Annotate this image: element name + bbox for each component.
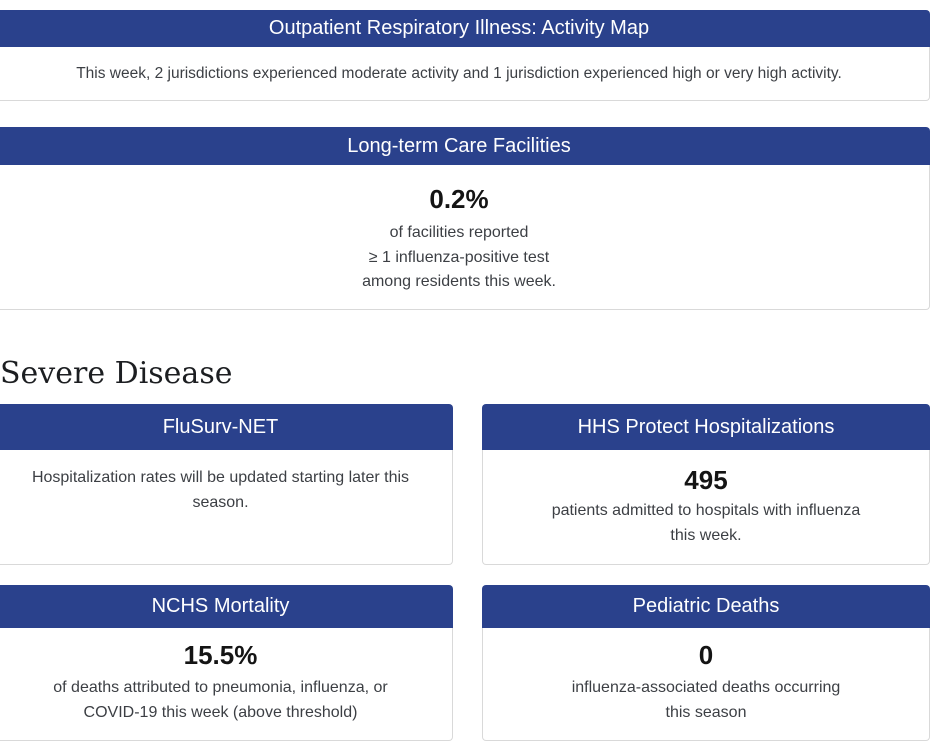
activity-map-header: Outpatient Respiratory Illness: Activity… <box>0 10 930 47</box>
ltcf-line-1: of facilities reported <box>389 224 529 241</box>
card-hhs-hospitalizations-title: HHS Protect Hospitalizations <box>577 415 835 438</box>
card-flusurv-net-body: Hospitalization rates will be updated st… <box>0 450 453 565</box>
activity-map-body: This week, 2 jurisdictions experienced m… <box>0 47 930 101</box>
page: Outpatient Respiratory Illness: Activity… <box>0 10 930 741</box>
ltcf-body: 0.2% of facilities reported ≥ 1 influenz… <box>0 165 930 310</box>
card-hhs-hospitalizations-header: HHS Protect Hospitalizations <box>482 404 930 450</box>
card-flusurv-net: FluSurv-NET Hospitalization rates will b… <box>0 404 453 565</box>
severe-disease-grid: FluSurv-NET Hospitalization rates will b… <box>0 404 930 741</box>
activity-map-summary: This week, 2 jurisdictions experienced m… <box>76 64 842 82</box>
severe-disease-heading: Severe Disease <box>0 356 233 391</box>
card-pediatric-deaths-description: influenza-associated deaths occurring th… <box>571 679 841 721</box>
card-pediatric-deaths-body: 0 influenza-associated deaths occurring … <box>482 628 930 741</box>
ltcf-value: 0.2% <box>429 184 489 214</box>
card-nchs-mortality-header: NCHS Mortality <box>0 585 453 628</box>
card-flusurv-net-message: Hospitalization rates will be updated st… <box>31 469 410 511</box>
card-nchs-mortality: NCHS Mortality 15.5% of deaths attribute… <box>0 585 453 741</box>
card-pediatric-deaths-header: Pediatric Deaths <box>482 585 930 628</box>
card-nchs-mortality-value: 15.5% <box>183 640 258 670</box>
ltcf-header: Long-term Care Facilities <box>0 127 930 165</box>
card-flusurv-net-title: FluSurv-NET <box>162 415 279 438</box>
card-nchs-mortality-body: 15.5% of deaths attributed to pneumonia,… <box>0 628 453 741</box>
card-hhs-hospitalizations-value: 495 <box>684 465 728 495</box>
activity-map-title: Outpatient Respiratory Illness: Activity… <box>268 17 650 39</box>
card-hhs-hospitalizations-body: 495 patients admitted to hospitals with … <box>482 450 930 565</box>
card-nchs-mortality-description: of deaths attributed to pneumonia, influ… <box>53 679 388 721</box>
card-pediatric-deaths-title: Pediatric Deaths <box>632 595 780 617</box>
card-pediatric-deaths-value: 0 <box>698 640 714 670</box>
activity-map-card: Outpatient Respiratory Illness: Activity… <box>0 10 930 101</box>
card-nchs-mortality-title: NCHS Mortality <box>151 595 290 617</box>
card-pediatric-deaths: Pediatric Deaths 0 influenza-associated … <box>482 585 930 741</box>
card-flusurv-net-header: FluSurv-NET <box>0 404 453 450</box>
ltcf-card: Long-term Care Facilities 0.2% of facili… <box>0 127 930 310</box>
ltcf-line-3: among residents this week. <box>362 273 556 290</box>
ltcf-title: Long-term Care Facilities <box>347 134 571 157</box>
card-hhs-hospitalizations-description: patients admitted to hospitals with infl… <box>551 502 861 544</box>
ltcf-line-2: ≥ 1 influenza-positive test <box>368 248 550 266</box>
card-hhs-hospitalizations: HHS Protect Hospitalizations 495 patient… <box>482 404 930 565</box>
